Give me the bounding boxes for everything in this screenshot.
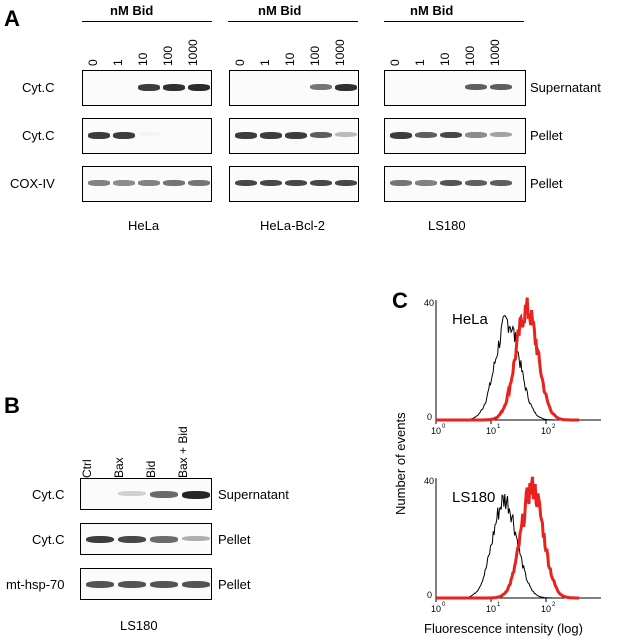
blot-band (490, 84, 512, 91)
blot-band (260, 180, 282, 187)
blot-band (188, 84, 210, 91)
blot-band (440, 180, 462, 187)
blot-band (118, 581, 146, 588)
blot-band (490, 132, 512, 138)
blot-band (335, 180, 357, 187)
blot-band (86, 536, 114, 544)
y-tick-label-max: 40 (424, 298, 434, 308)
control-histogram (436, 314, 579, 421)
group-header-ls180: nM Bid (410, 3, 454, 18)
blot-band (182, 581, 210, 588)
fraction-label-pellet-2: Pellet (530, 176, 563, 191)
b-cell-line: LS180 (120, 618, 158, 633)
group-line-helabcl2 (228, 21, 358, 22)
panel-c-letter: C (392, 288, 408, 313)
blot-band (310, 180, 332, 187)
x-tick-label: 10 (541, 604, 551, 614)
blot-band (235, 180, 257, 187)
x-tick-label: 10 (486, 426, 496, 436)
blot-band (113, 180, 135, 186)
group-line-hela (82, 21, 212, 22)
blot-band (415, 132, 437, 139)
blot-band (138, 84, 160, 91)
b-row-label-mthsp70: mt-hsp-70 (6, 577, 65, 592)
row-label-cytc-sup: Cyt.C (22, 80, 55, 95)
row-label-cytc-pellet: Cyt.C (22, 128, 55, 143)
cell-line-helabcl2: HeLa-Bcl-2 (260, 218, 326, 233)
blot-band (465, 132, 487, 138)
blot-band (88, 180, 110, 186)
x-tick-exponent: 0 (442, 602, 446, 608)
group-header-hela: nM Bid (110, 3, 154, 18)
x-tick-label: 10 (486, 604, 496, 614)
cell-line-ls180: LS180 (428, 218, 466, 233)
control-histogram (436, 493, 579, 599)
blot-band (163, 180, 185, 186)
blot-band (390, 180, 412, 186)
x-tick-exponent: 1 (497, 424, 501, 430)
panel-b-letter: B (4, 393, 20, 418)
blot-band (88, 132, 110, 139)
b-row-label-cytc-pellet: Cyt.C (32, 532, 65, 547)
y-tick-label-min: 0 (427, 590, 432, 600)
blot-band (182, 536, 210, 542)
x-tick-exponent: 0 (442, 424, 446, 430)
b-fraction-supernatant: Supernatant (218, 487, 289, 502)
x-tick-exponent: 2 (552, 602, 556, 608)
cell-line-hela: HeLa (128, 218, 160, 233)
blot-band (235, 132, 257, 139)
blot-band (310, 132, 332, 139)
blot-band (335, 132, 357, 137)
blot-band (150, 581, 178, 588)
blot-band (490, 180, 512, 187)
fraction-label-supernatant: Supernatant (530, 80, 601, 95)
x-axis-label: Fluorescence intensity (log) (424, 621, 583, 636)
b-row-label-cytc-sup: Cyt.C (32, 487, 65, 502)
x-tick-exponent: 1 (497, 602, 501, 608)
row-label-coxiv: COX-IV (10, 176, 55, 191)
panel-a-letter: A (4, 6, 20, 31)
b-fraction-pellet-1: Pellet (218, 532, 251, 547)
blot-band (285, 180, 307, 187)
blot-band (163, 84, 185, 91)
x-tick-label: 10 (431, 426, 441, 436)
blot-band (335, 84, 357, 91)
blot-band (260, 132, 282, 139)
treated-histogram (436, 297, 579, 422)
blot-band (440, 132, 462, 139)
x-tick-exponent: 2 (552, 424, 556, 430)
blot-band (150, 536, 178, 543)
blot-band (113, 132, 135, 139)
blot-band (465, 180, 487, 187)
group-header-helabcl2: nM Bid (258, 3, 302, 18)
blot-band (118, 491, 146, 496)
blot-band (182, 491, 210, 499)
blot-band (310, 84, 332, 90)
b-fraction-pellet-2: Pellet (218, 577, 251, 592)
blot-band (285, 132, 307, 139)
blot-band (138, 132, 160, 137)
treated-histogram (436, 476, 579, 600)
blot-band (86, 581, 114, 588)
blot-band (118, 536, 146, 544)
y-tick-label-max: 40 (424, 476, 434, 486)
x-tick-label: 10 (431, 604, 441, 614)
fraction-label-pellet-1: Pellet (530, 128, 563, 143)
blot-band (465, 84, 487, 91)
histogram-title: LS180 (452, 489, 495, 506)
blot-band (138, 180, 160, 186)
blot-band (415, 180, 437, 186)
blot-band (188, 180, 210, 186)
blot-band (390, 132, 412, 139)
histogram-title: HeLa (452, 311, 489, 328)
blot-band (150, 491, 178, 498)
x-tick-label: 10 (541, 426, 551, 436)
group-line-ls180 (384, 21, 524, 22)
y-tick-label-min: 0 (427, 412, 432, 422)
